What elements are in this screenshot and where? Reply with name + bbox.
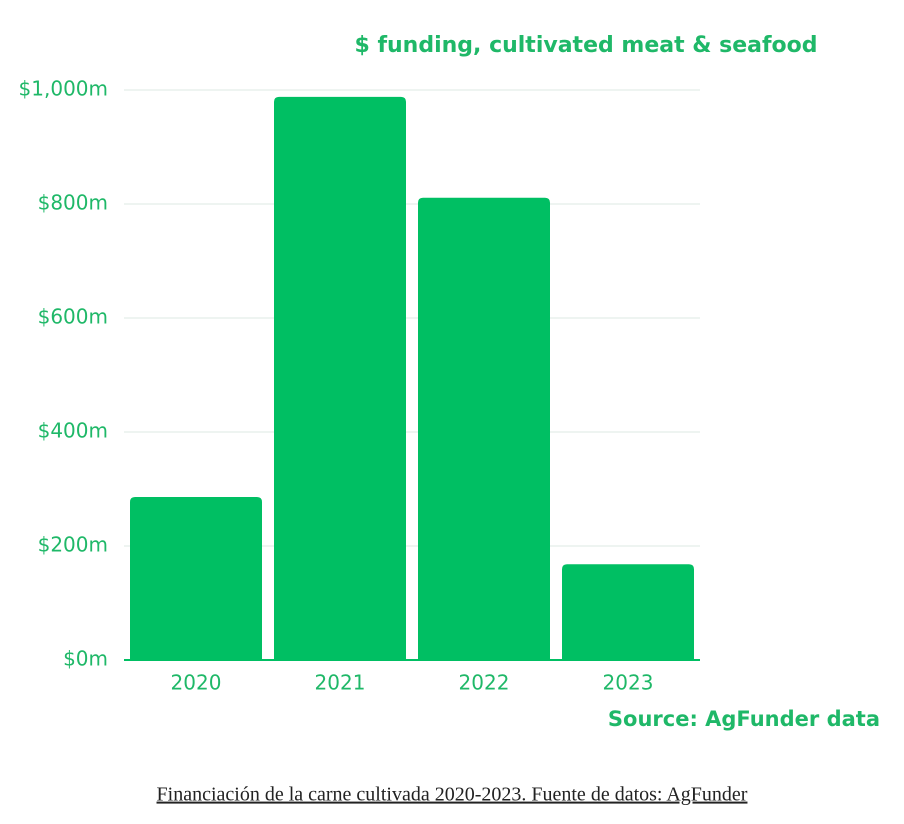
y-tick-label: $0m xyxy=(63,647,108,671)
bar xyxy=(418,197,550,661)
x-tick-label: 2021 xyxy=(315,671,366,695)
bar xyxy=(562,564,694,660)
x-tick-label: 2020 xyxy=(171,671,222,695)
x-tick-label: 2023 xyxy=(603,671,654,695)
chart-title: $ funding, cultivated meat & seafood xyxy=(354,33,817,58)
bar xyxy=(274,96,406,661)
y-tick-label: $800m xyxy=(38,191,108,215)
bar xyxy=(130,496,262,660)
caption: Financiación de la carne cultivada 2020-… xyxy=(157,784,748,806)
y-tick-label: $600m xyxy=(38,305,108,329)
source-note: Source: AgFunder data xyxy=(608,707,880,731)
x-tick-label: 2022 xyxy=(459,671,510,695)
y-tick-label: $1,000m xyxy=(19,77,108,101)
y-tick-label: $200m xyxy=(38,533,108,557)
y-tick-label: $400m xyxy=(38,419,108,443)
